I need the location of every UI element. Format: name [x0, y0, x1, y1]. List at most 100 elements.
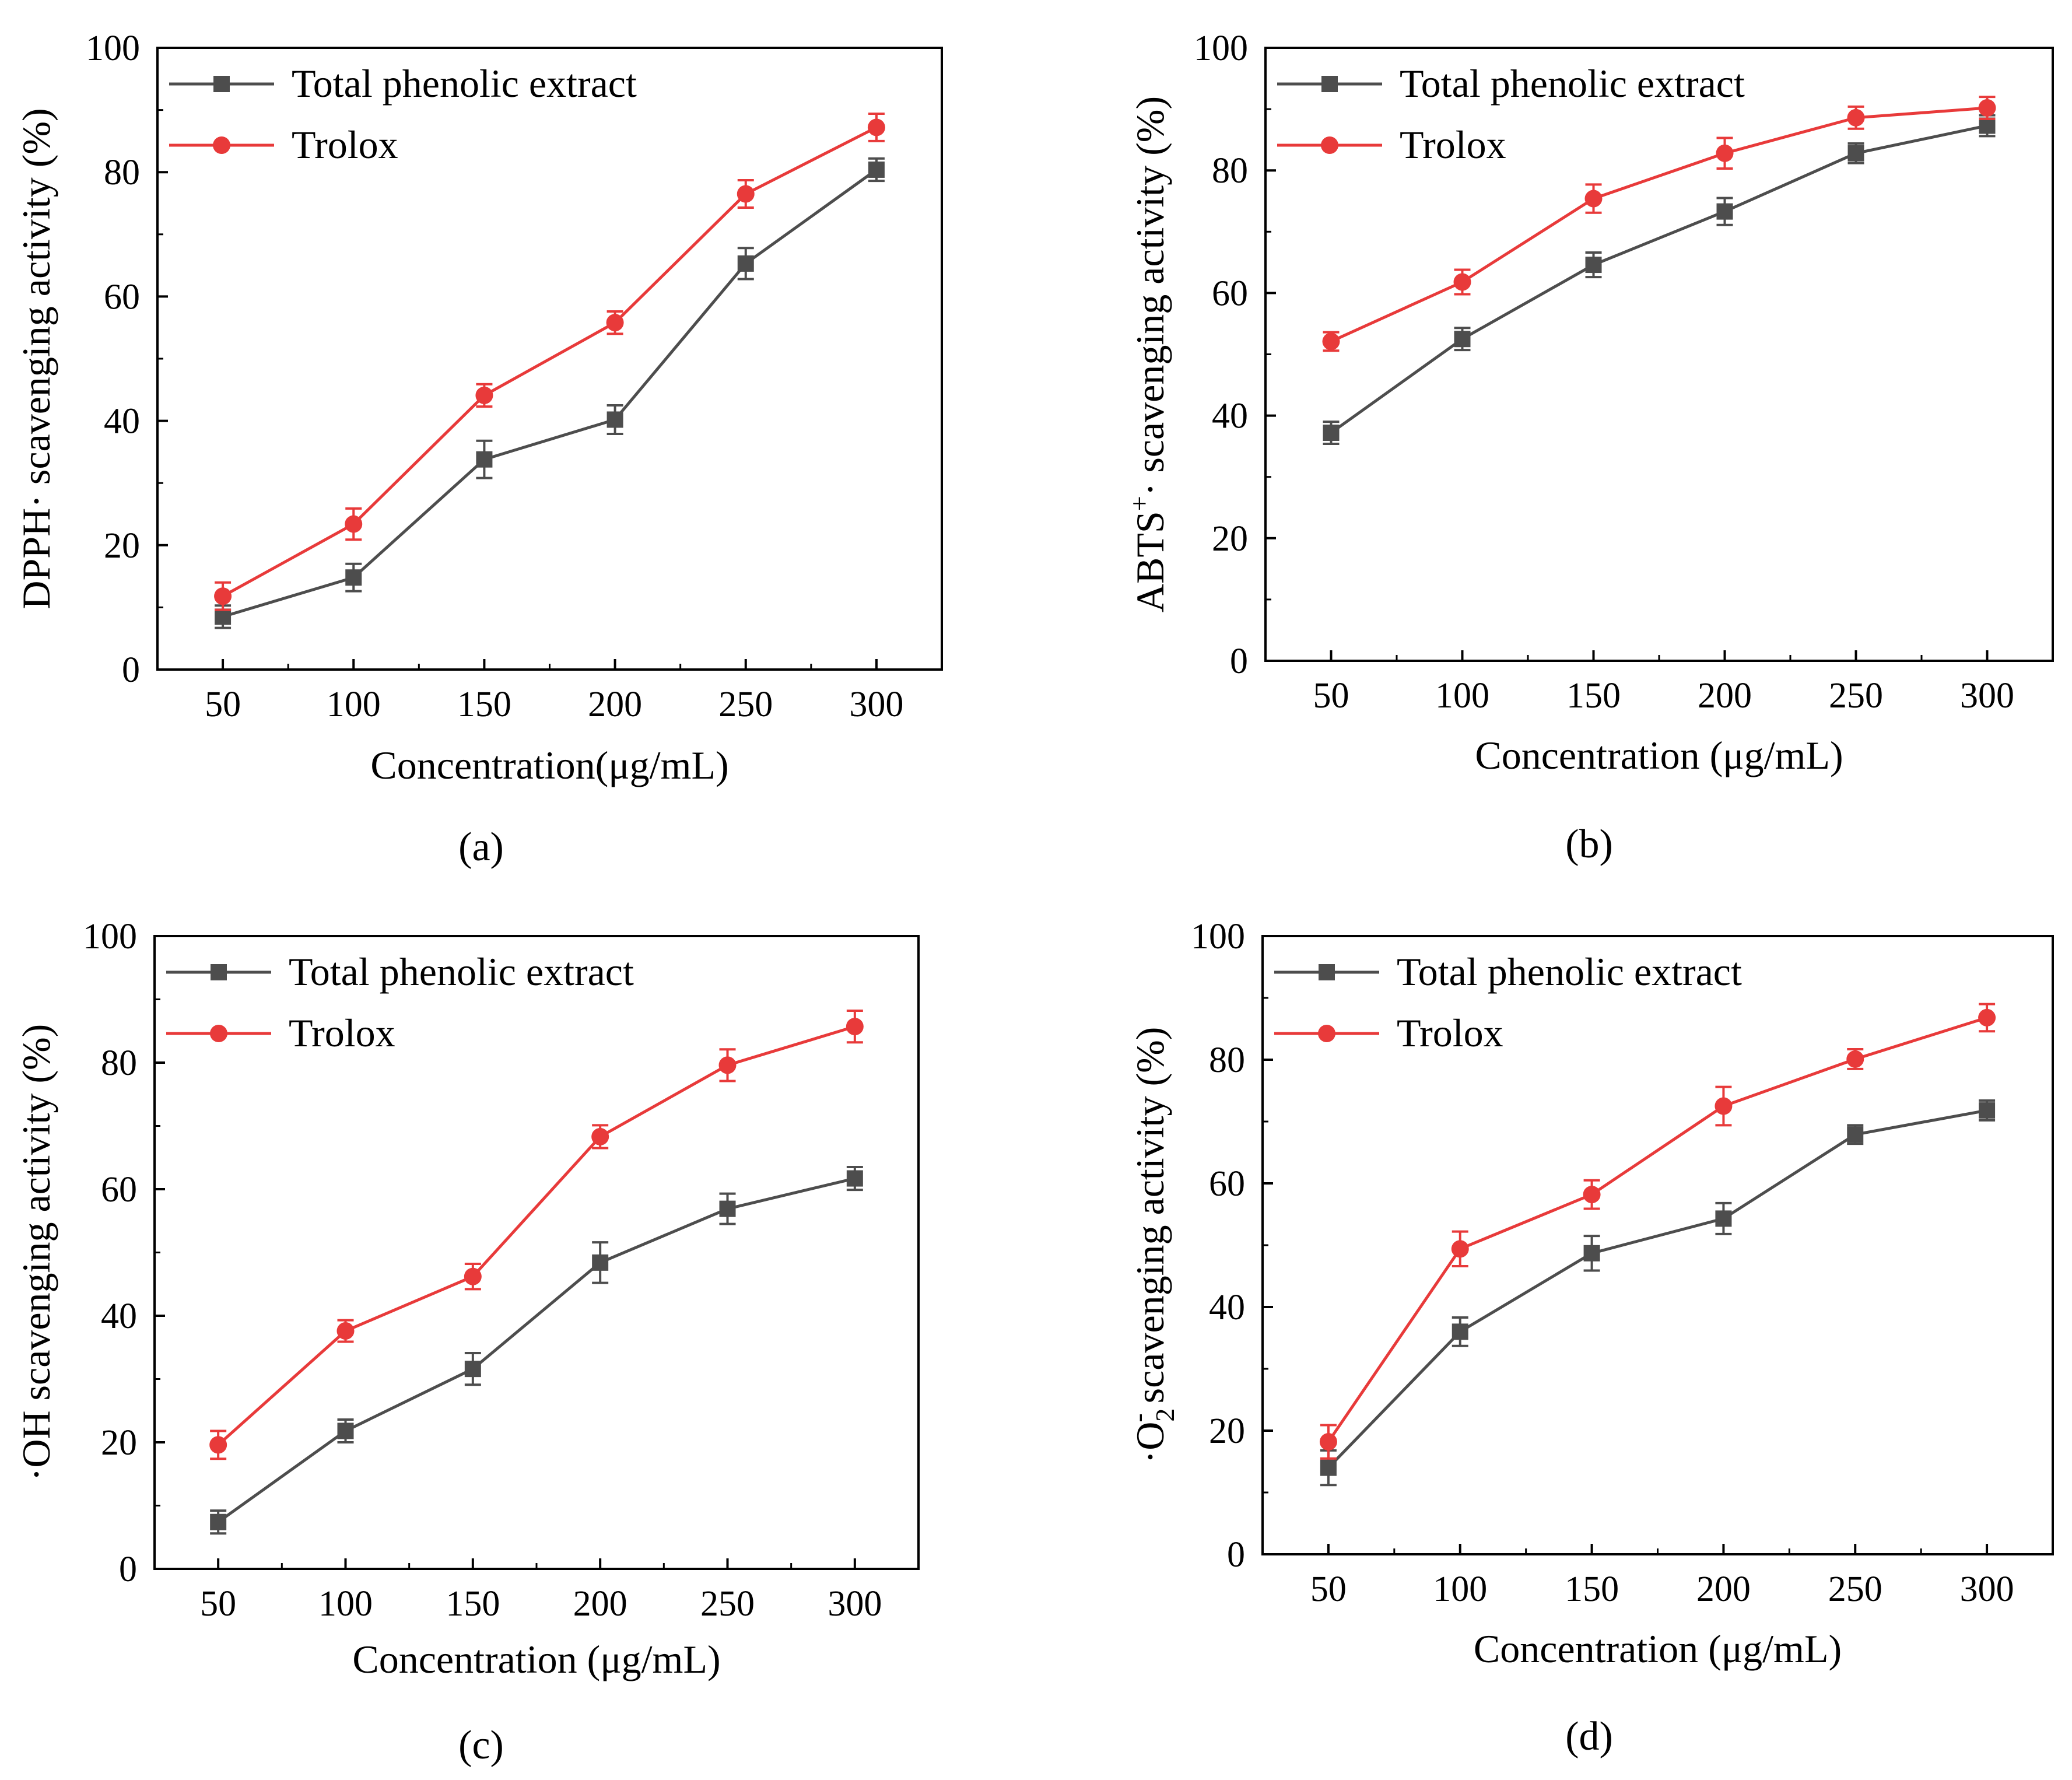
legend-marker-b: [1321, 136, 1338, 154]
y-axis-title-main-b: ABTS: [1128, 511, 1172, 612]
x-tick-label-b: 100: [1435, 676, 1489, 716]
y-axis-title-sub-d: 2: [1150, 1408, 1180, 1422]
series-line-b-total-phenolic-extract: [1330, 124, 1988, 435]
panel-c-chart: 0 20 40 60 80 100 50 100 150 200 250 300 Concentrati…: [14, 917, 920, 1681]
y-tick-label-d: 80: [1209, 1040, 1245, 1080]
series-line-c-total-phenolic-extract: [217, 1177, 856, 1523]
x-tick-label-b: 250: [1829, 676, 1883, 716]
x-tick-label-b: 150: [1566, 676, 1621, 716]
y-tick-label-a: 0: [122, 650, 140, 690]
y-tick-label-a: 40: [104, 402, 140, 442]
x-tick-label-d: 300: [1960, 1569, 2014, 1609]
data-point-circle-a: [737, 185, 755, 203]
x-tick-label-c: 50: [200, 1584, 236, 1624]
y-axis-title-a: DPPH· scavenging activity (%): [14, 108, 58, 609]
y-tick-label-b: 100: [1194, 29, 1248, 68]
y-axis-title-c: ·OH scavenging activity (%): [14, 1024, 58, 1481]
x-tick-label-b: 200: [1698, 676, 1752, 716]
x-axis-title-a: Concentration(μg/mL): [370, 743, 728, 787]
y-axis-title-sup-b: +: [1124, 496, 1154, 511]
data-point-square-b: [1847, 145, 1864, 162]
data-point-circle-a: [345, 515, 363, 533]
y-tick-label-c: 100: [83, 917, 137, 956]
legend-label-b: Total phenolic extract: [1400, 61, 1745, 106]
data-point-circle-b: [1584, 190, 1603, 208]
series-line-a-trolox: [222, 126, 878, 598]
data-point-circle-b: [1978, 99, 1996, 117]
y-tick-label-b: 80: [1212, 151, 1248, 191]
data-point-circle-c: [209, 1436, 227, 1454]
y-axis-title-rest-b: · scavenging activity (%): [1128, 96, 1172, 496]
data-point-square-b: [1323, 425, 1340, 442]
legend-marker-b: [1321, 76, 1338, 92]
plot-frame-c: [153, 935, 920, 1570]
data-point-circle-c: [718, 1056, 737, 1074]
data-point-square-a: [476, 451, 493, 468]
data-point-square-c: [210, 1513, 227, 1530]
y-tick-label-d: 100: [1191, 917, 1245, 956]
x-tick-label-a: 150: [457, 685, 511, 724]
x-axis-title-b: Concentration (μg/mL): [1475, 733, 1843, 777]
data-point-circle-b: [1716, 144, 1734, 162]
data-point-circle-d: [1715, 1097, 1733, 1115]
x-tick-label-a: 50: [205, 685, 241, 724]
legend-label-c: Trolox: [289, 1011, 395, 1055]
data-point-square-b: [1716, 203, 1733, 220]
x-tick-label-d: 100: [1433, 1569, 1487, 1609]
y-tick-label-c: 80: [101, 1043, 137, 1083]
data-point-circle-a: [214, 587, 232, 605]
data-point-square-d: [1847, 1126, 1864, 1143]
data-point-square-b: [1979, 117, 1996, 134]
legend-marker-c: [211, 964, 227, 980]
data-point-square-c: [592, 1254, 609, 1271]
panel-caption-b: (b): [1565, 822, 1613, 867]
x-tick-label-d: 150: [1565, 1569, 1619, 1609]
data-point-square-a: [345, 569, 362, 586]
y-tick-label-b: 20: [1212, 519, 1248, 559]
y-tick-label-c: 0: [119, 1550, 137, 1589]
plot-frame-b: [1264, 47, 2054, 662]
y-tick-label-c: 40: [101, 1297, 137, 1336]
legend-label-d: Trolox: [1397, 1011, 1503, 1055]
data-point-square-c: [846, 1170, 863, 1187]
legend-label-a: Total phenolic extract: [292, 61, 637, 106]
data-point-square-d: [1583, 1245, 1600, 1262]
data-point-circle-a: [867, 118, 885, 136]
x-tick-label-d: 200: [1696, 1569, 1751, 1609]
data-point-circle-b: [1322, 332, 1340, 351]
data-point-circle-c: [464, 1267, 482, 1285]
legend-marker-d: [1318, 1025, 1335, 1042]
legend-marker-d: [1319, 964, 1335, 980]
plot-frame-d: [1261, 935, 2054, 1555]
x-tick-label-a: 200: [588, 685, 642, 724]
data-point-square-d: [1452, 1323, 1468, 1340]
x-tick-label-c: 150: [446, 1584, 500, 1624]
y-axis-title-d: ·O2- scavenging activity (%): [1123, 1027, 1180, 1464]
y-tick-label-a: 100: [86, 29, 140, 68]
x-tick-label-c: 200: [573, 1584, 627, 1624]
y-axis-title-rest-d: scavenging activity (%): [1128, 1027, 1172, 1414]
x-tick-label-c: 100: [318, 1584, 373, 1624]
panel-caption-a: (a): [458, 825, 504, 870]
y-tick-label-a: 60: [104, 277, 140, 317]
series-line-b-trolox: [1330, 106, 1987, 343]
data-point-circle-b: [1453, 273, 1471, 291]
y-tick-label-d: 40: [1209, 1288, 1245, 1327]
y-tick-label-c: 60: [101, 1170, 137, 1210]
series-line-d-total-phenolic-extract: [1327, 1109, 1987, 1469]
x-axis-title-d: Concentration (μg/mL): [1474, 1627, 1842, 1671]
data-point-circle-a: [475, 386, 493, 404]
data-point-square-a: [215, 608, 232, 625]
legend-label-b: Trolox: [1400, 122, 1506, 167]
panel-d-chart: 0 20 40 60 80 100 50 100 150 200 250 300 Concentrati…: [1123, 917, 2054, 1671]
y-axis-title-b: ABTS+· scavenging activity (%): [1124, 96, 1172, 612]
data-point-square-d: [1979, 1102, 1996, 1119]
x-tick-label-d: 250: [1828, 1569, 1882, 1609]
y-tick-label-d: 0: [1227, 1535, 1245, 1575]
legend-marker-c: [210, 1025, 227, 1042]
y-tick-label-d: 60: [1209, 1164, 1245, 1204]
y-tick-label-d: 20: [1209, 1411, 1245, 1451]
series-line-c-trolox: [217, 1025, 856, 1446]
y-tick-label-c: 20: [101, 1423, 137, 1463]
